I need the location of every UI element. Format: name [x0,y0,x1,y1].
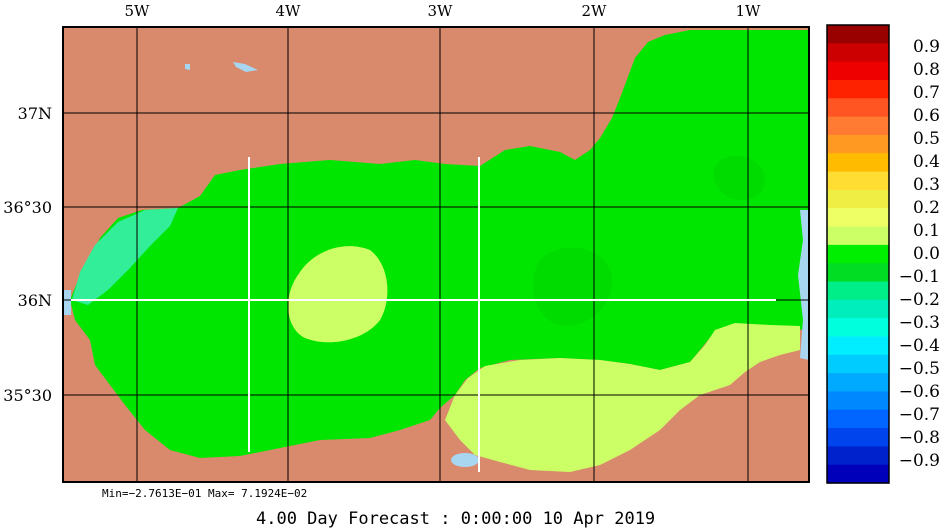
colorbar-swatch [827,98,889,118]
map-border [62,26,810,483]
colorbar-label: −0.4 [899,336,940,356]
top-axis-labels: 5W 4W 3W 2W 1W [125,2,762,20]
colorbar-label: 0.5 [913,129,940,149]
water-edge-west [63,290,71,315]
colorbar-swatch [827,428,889,447]
sea-area [70,30,808,458]
colorbar-label: −0.7 [899,405,940,425]
colorbar: 0.9 0.8 0.7 0.6 0.5 0.4 0.3 0.2 0.1 0.0 −0.1 −0.2 −0… [826,24,940,484]
colorbar-swatch [827,226,889,246]
colorbar-swatch [827,391,889,411]
colorbar-swatch [827,25,889,44]
colorbar-label: 0.9 [913,37,940,57]
colorbar-label: 0.2 [913,198,940,218]
colorbar-label: −0.2 [899,290,940,310]
colorbar-swatch [827,263,889,283]
colorbar-label: −0.6 [899,382,940,402]
left-axis-label: 35°30 [3,386,52,405]
left-axis-label: 37N [18,104,52,123]
lake-north-2 [185,64,190,70]
minmax-label: Min=−2.7613E−01 Max= 7.1924E−02 [102,487,307,500]
colorbar-swatch [827,244,889,264]
top-axis-label: 2W [582,2,608,20]
top-axis-label: 3W [428,2,454,20]
sea-patch-dark-2 [713,156,765,200]
colorbar-swatch [827,79,889,99]
colorbar-label: 0.4 [913,152,940,172]
colorbar-swatch [827,409,889,429]
forecast-label: 4.00 Day Forecast : 0:00:00 10 Apr 2019 [256,509,655,529]
colorbar-swatch [827,373,889,392]
colorbar-swatch [827,43,889,63]
colorbar-swatch [827,116,889,136]
sea-patch-yellowgreen-southeast [445,323,800,472]
colorbar-label: −0.1 [899,267,940,287]
colorbar-swatch [827,134,889,154]
colorbar-label: 0.1 [913,221,940,241]
colorbar-swatch [827,153,889,173]
colorbar-label: 0.7 [913,83,940,103]
colorbar-label: −0.8 [899,428,940,448]
top-axis-label: 5W [125,2,151,20]
colorbar-label: 0.3 [913,175,940,195]
colorbar-label: −0.3 [899,313,940,333]
sea-patch-dark [532,247,612,326]
colorbar-swatch [827,189,889,209]
transect-lines [71,157,776,472]
colorbar-swatch [827,61,889,81]
colorbar-swatch [827,318,889,338]
lagoon-south [451,453,479,467]
colorbar-swatch [827,354,889,374]
colorbar-swatch [827,281,889,301]
top-axis-label: 1W [736,2,762,20]
top-axis-label: 4W [276,2,302,20]
colorbar-swatch [827,464,889,484]
colorbar-swatch [827,171,889,191]
left-axis-label: 36N [18,291,52,310]
left-axis-label: 36°30 [3,198,52,217]
colorbar-label: 0.8 [913,60,940,80]
colorbar-swatch [827,299,889,319]
colorbar-label: 0.0 [913,244,940,264]
colorbar-label: −0.5 [899,359,940,379]
map-panel [62,26,810,483]
colorbar-border [826,24,890,484]
sea-patch-teal [72,208,178,305]
colorbar-label: 0.6 [913,106,940,126]
lake-north-1 [233,62,258,72]
water-edge-east [798,210,809,360]
sea-patch-yellowgreen-center [288,246,388,343]
left-axis-labels: 37N 36°30 36N 35°30 [3,104,52,405]
colorbar-swatch [827,208,889,228]
colorbar-label: −0.9 [899,451,940,471]
colorbar-swatch [827,336,889,356]
colorbar-swatch [827,446,889,466]
